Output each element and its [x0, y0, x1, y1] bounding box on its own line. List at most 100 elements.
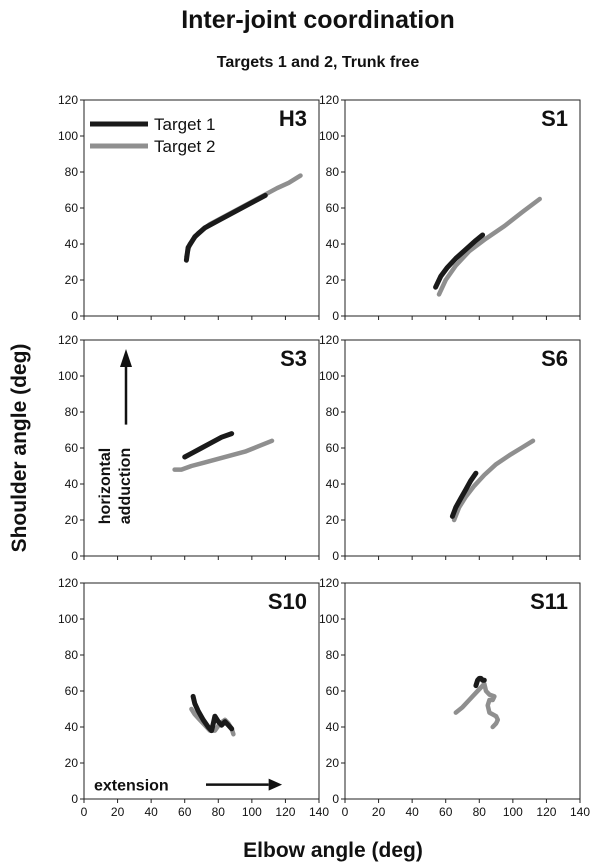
y-tick-label: 80	[65, 165, 79, 179]
y-tick-label: 0	[71, 792, 78, 806]
y-tick-label: 80	[326, 648, 340, 662]
series-line-target-1	[449, 470, 479, 519]
y-tick-label: 0	[71, 549, 78, 563]
y-tick-label: 60	[326, 441, 340, 455]
x-tick-label: 40	[144, 805, 158, 819]
x-tick-label: 60	[178, 805, 192, 819]
series-line-target-2	[184, 173, 303, 259]
y-tick-label: 100	[319, 612, 339, 626]
x-tick-label: 120	[275, 805, 295, 819]
y-tick-label: 40	[326, 237, 340, 251]
panel-label: S1	[541, 106, 568, 131]
series-line-target-1	[473, 675, 487, 689]
y-tick-label: 80	[326, 165, 340, 179]
series-line-target-2	[172, 438, 275, 472]
annotation-horizontal: horizontal	[97, 448, 114, 524]
x-tick-label: 0	[342, 805, 349, 819]
panel-label: H3	[279, 106, 307, 131]
x-tick-label: 140	[309, 805, 329, 819]
y-tick-label: 60	[65, 441, 79, 455]
y-tick-label: 120	[58, 93, 78, 107]
legend: Target 1 Target 2	[90, 115, 215, 156]
adduction-annotation: horizontal adduction	[97, 349, 134, 524]
series-line-target-2	[451, 438, 536, 523]
y-tick-label: 0	[332, 549, 339, 563]
series-line-target-1	[183, 192, 268, 263]
y-tick-label: 0	[332, 792, 339, 806]
y-tick-label: 120	[319, 93, 339, 107]
y-tick-label: 20	[326, 273, 340, 287]
panel-s10: 0 20 40 60 80 100 120 0 20 40 60 80 100 120 140 S10 exte…	[58, 576, 329, 819]
y-tick-label: 60	[65, 201, 79, 215]
chart-title: Inter-joint coordination	[181, 6, 455, 34]
y-tick-label: 100	[58, 612, 78, 626]
x-tick-label: 20	[111, 805, 125, 819]
x-tick-label: 60	[439, 805, 453, 819]
panel-label: S11	[530, 589, 568, 614]
series-line-target-1	[190, 693, 235, 734]
y-tick-label: 40	[326, 477, 340, 491]
panel-s11: 0 20 40 60 80 100 120 0 20 40 60 80 100 120 140 S11	[319, 576, 590, 819]
chart-subtitle: Targets 1 and 2, Trunk free	[217, 54, 420, 71]
x-tick-label: 20	[372, 805, 386, 819]
panel-s3: 0 20 40 60 80 100 120 S3 horizontal adduction	[58, 333, 320, 563]
y-tick-label: 120	[58, 333, 78, 347]
x-axis-title: Elbow angle (deg)	[243, 839, 423, 862]
y-tick-label: 100	[58, 129, 78, 143]
plot-frame	[344, 339, 581, 557]
y-tick-label: 100	[319, 369, 339, 383]
series-line-target-2	[453, 681, 501, 730]
y-axis-title: Shoulder angle (deg)	[8, 344, 31, 553]
x-tick-label: 80	[212, 805, 226, 819]
y-tick-label: 80	[65, 405, 79, 419]
series-line-target-1	[182, 431, 235, 460]
y-tick-label: 20	[326, 756, 340, 770]
series-line-target-1	[433, 232, 486, 290]
x-tick-label: 120	[536, 805, 556, 819]
y-tick-label: 40	[65, 720, 79, 734]
y-tick-label: 100	[58, 369, 78, 383]
legend-label: Target 2	[154, 137, 215, 156]
extension-annotation: extension	[94, 778, 283, 795]
y-tick-label: 100	[319, 129, 339, 143]
y-tick-label: 20	[65, 756, 79, 770]
y-tick-label: 40	[65, 477, 79, 491]
panel-s1: 0 20 40 60 80 100 120 S1	[319, 93, 581, 323]
x-tick-label: 100	[242, 805, 262, 819]
up-arrow-head	[120, 349, 132, 367]
panels-group: 0 20 40 60 80 100 120 H3 Target 1 Target 2 0 20 40 60…	[58, 93, 590, 819]
y-tick-label: 120	[319, 576, 339, 590]
y-tick-label: 120	[319, 333, 339, 347]
y-tick-label: 0	[71, 309, 78, 323]
y-tick-label: 80	[65, 648, 79, 662]
x-tick-label: 80	[473, 805, 487, 819]
y-tick-label: 40	[326, 720, 340, 734]
legend-label: Target 1	[154, 115, 215, 134]
y-tick-label: 20	[65, 513, 79, 527]
y-tick-label: 60	[326, 684, 340, 698]
x-tick-label: 40	[405, 805, 419, 819]
y-tick-label: 0	[332, 309, 339, 323]
y-tick-label: 80	[326, 405, 340, 419]
x-tick-label: 100	[503, 805, 523, 819]
y-tick-label: 60	[65, 684, 79, 698]
plot-frame	[344, 582, 581, 800]
plot-frame	[83, 582, 320, 800]
y-tick-label: 120	[58, 576, 78, 590]
panel-s6: 0 20 40 60 80 100 120 S6	[319, 333, 581, 563]
panel-label: S10	[268, 589, 307, 614]
y-tick-label: 40	[65, 237, 79, 251]
x-tick-label: 140	[570, 805, 590, 819]
plot-frame	[344, 99, 581, 317]
y-tick-label: 20	[65, 273, 79, 287]
annotation-adduction: adduction	[117, 448, 134, 524]
panel-label: S6	[541, 346, 568, 371]
x-tick-label: 0	[81, 805, 88, 819]
annotation-extension: extension	[94, 778, 169, 795]
right-arrow-head	[268, 778, 283, 791]
panel-h3: 0 20 40 60 80 100 120 H3 Target 1 Target 2	[58, 93, 320, 323]
y-tick-label: 20	[326, 513, 340, 527]
y-tick-label: 60	[326, 201, 340, 215]
series-line-target-2	[436, 196, 542, 297]
